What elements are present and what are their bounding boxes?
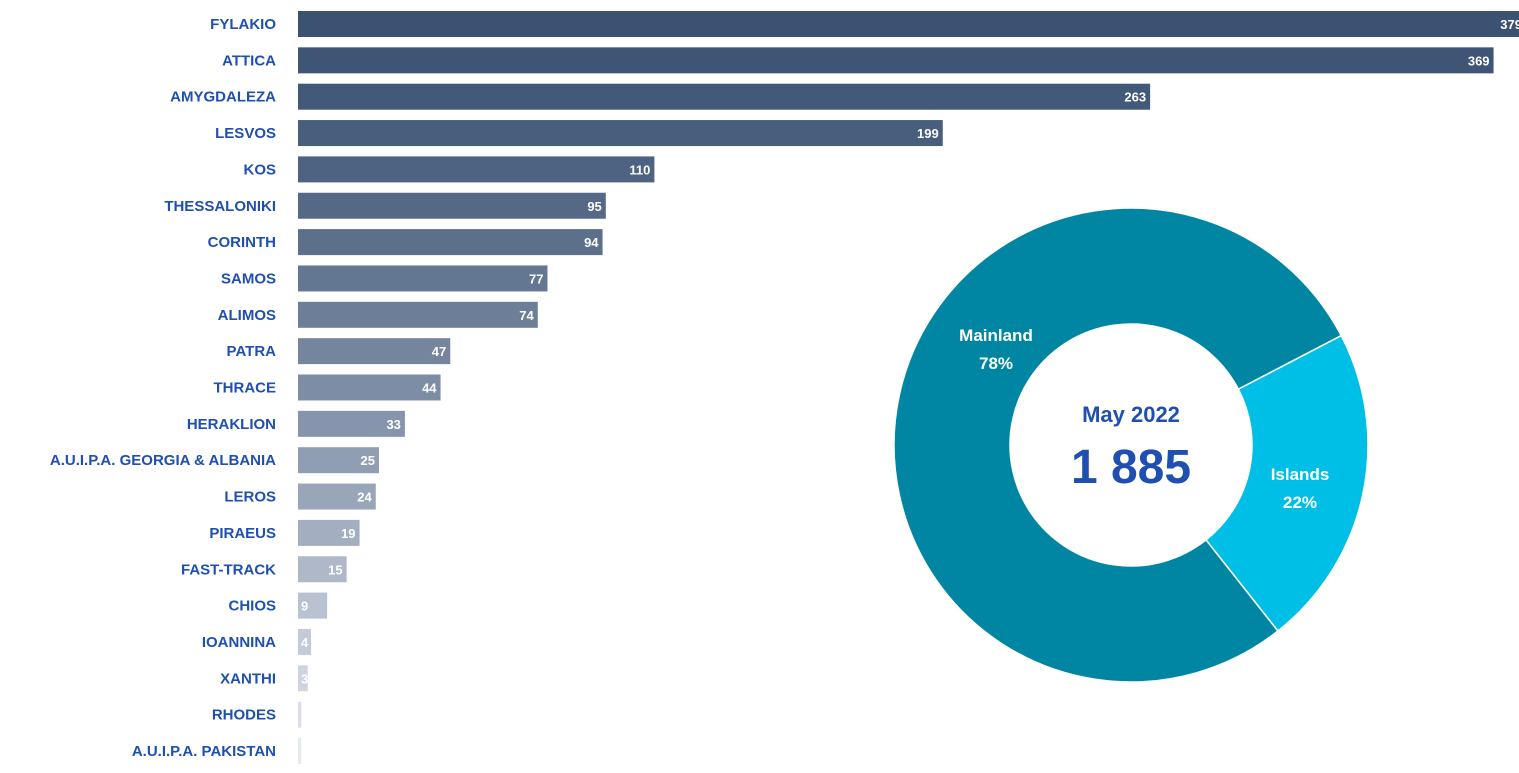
bar-value-label: 77 <box>529 271 543 286</box>
donut-center-period: May 2022 <box>1082 402 1180 427</box>
bar-value-label: 199 <box>917 126 939 141</box>
bar <box>298 519 360 546</box>
donut-center-total: 1 885 <box>1071 441 1191 494</box>
bar-category-label: FYLAKIO <box>210 16 276 33</box>
bar-category-label: FAST-TRACK <box>181 561 276 578</box>
bar-value-label: 94 <box>584 235 599 250</box>
bar <box>298 410 405 437</box>
bar-value-label: 47 <box>432 344 446 359</box>
bar-value-label: 3 <box>301 671 308 686</box>
bar-value-label: 263 <box>1124 90 1146 105</box>
donut-chart: Mainland 78% Islands 22% May 2022 1 885 <box>893 207 1369 683</box>
bar <box>298 447 379 474</box>
bar-category-label: IOANNINA <box>202 634 276 651</box>
bar-value-label: 379 <box>1500 17 1519 32</box>
bar <box>298 738 302 764</box>
bar-category-label: KOS <box>243 161 276 178</box>
bar <box>298 338 451 365</box>
donut-slice-islands <box>1204 334 1369 633</box>
bar-category-label: CHIOS <box>228 598 276 615</box>
bar <box>298 701 302 728</box>
bar-category-label: ATTICA <box>222 52 276 69</box>
bar <box>298 556 347 583</box>
bar-category-label: CORINTH <box>208 234 276 251</box>
bar <box>298 192 606 219</box>
donut-slice-percent: 22% <box>1283 493 1317 512</box>
bar-value-label: 74 <box>519 308 534 323</box>
bar-value-label: 4 <box>301 635 309 650</box>
bar-value-label: 369 <box>1468 53 1490 68</box>
bar-value-label: 25 <box>361 453 375 468</box>
bar <box>298 483 376 510</box>
bar-value-label: 24 <box>357 490 372 505</box>
bar <box>298 592 328 619</box>
bar-value-label: 9 <box>301 599 308 614</box>
bar <box>298 229 603 256</box>
bar-category-label: THRACE <box>214 380 277 397</box>
bar-value-label: 33 <box>386 417 400 432</box>
bar <box>298 83 1151 110</box>
bar <box>298 628 311 655</box>
donut-slice-label: Mainland <box>959 326 1033 345</box>
bar-category-label: LESVOS <box>215 125 276 142</box>
donut-slice-label: Islands <box>1271 465 1330 484</box>
bar-value-label: 19 <box>341 526 355 541</box>
bar-category-label: RHODES <box>212 707 276 724</box>
bar <box>298 47 1494 74</box>
bar <box>298 11 1519 37</box>
bar-category-label: ALIMOS <box>218 307 276 324</box>
bar-category-label: PATRA <box>227 343 277 360</box>
bar <box>298 374 441 401</box>
bar-category-label: HERAKLION <box>187 416 276 433</box>
bar-category-label: AMYGDALEZA <box>170 89 276 106</box>
bar <box>298 301 538 328</box>
bar <box>298 665 308 692</box>
bar-category-label: PIRAEUS <box>209 525 276 542</box>
bar-category-label: XANTHI <box>220 670 276 687</box>
bar <box>298 120 943 147</box>
bar-category-label: THESSALONIKI <box>164 198 276 215</box>
bar-category-label: LEROS <box>224 489 276 506</box>
bar-category-label: A.U.I.P.A. PAKISTAN <box>132 743 276 760</box>
donut-slice-percent: 78% <box>979 354 1013 373</box>
bar-value-label: 110 <box>629 162 650 177</box>
bar-value-label: 44 <box>422 381 437 396</box>
donut-slices: Mainland 78% Islands 22% <box>893 207 1369 683</box>
bar-value-label: 95 <box>587 199 601 214</box>
bar-value-label: 15 <box>328 562 342 577</box>
donut-slice-mainland <box>893 207 1343 683</box>
bar-category-label: SAMOS <box>221 270 276 287</box>
bar <box>298 156 655 183</box>
bar <box>298 265 548 292</box>
bar-category-label: A.U.I.P.A. GEORGIA & ALBANIA <box>50 452 276 469</box>
